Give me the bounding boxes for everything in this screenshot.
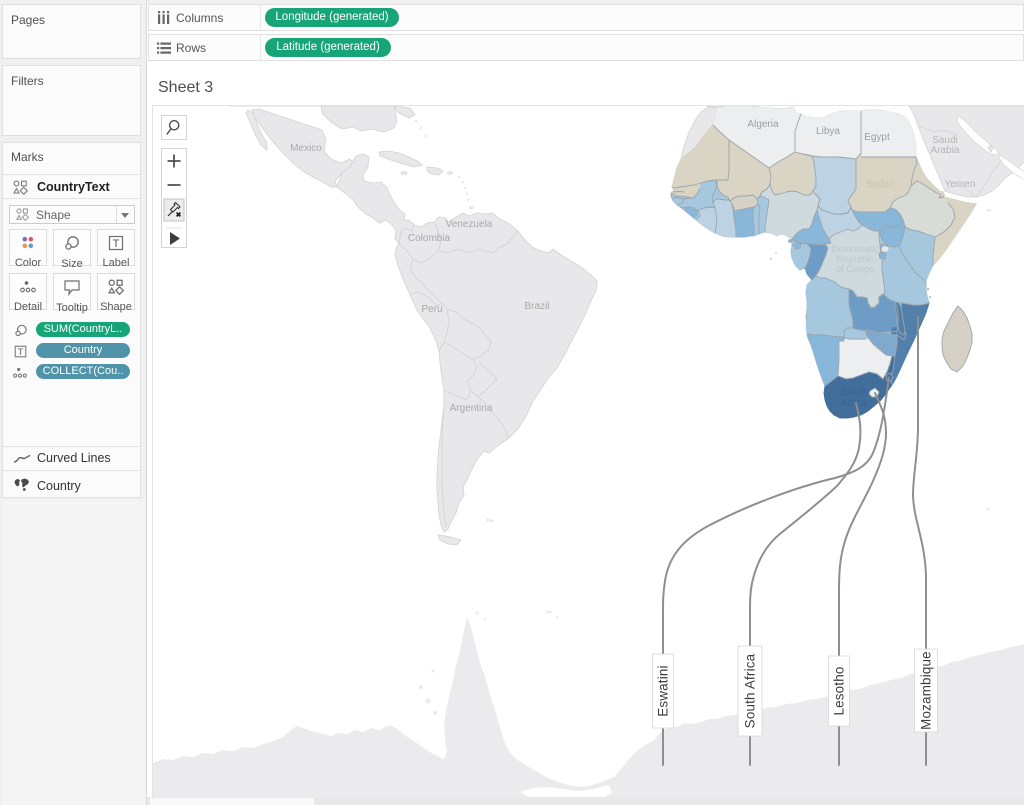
svg-text:Algeria: Algeria xyxy=(747,119,779,130)
svg-text:Venezuela: Venezuela xyxy=(446,219,493,230)
svg-text:Peru: Peru xyxy=(421,304,442,315)
svg-text:Saudi: Saudi xyxy=(932,135,958,146)
svg-text:Mexico: Mexico xyxy=(290,143,322,154)
svg-text:Republic: Republic xyxy=(837,254,874,265)
svg-text:Libya: Libya xyxy=(816,126,840,137)
svg-text:South: South xyxy=(841,387,867,398)
svg-text:Democratic: Democratic xyxy=(831,244,879,255)
svg-text:Eswatini: Eswatini xyxy=(656,665,671,716)
svg-text:Argentina: Argentina xyxy=(450,403,493,414)
svg-text:Lesotho: Lesotho xyxy=(832,666,847,715)
svg-text:South Africa: South Africa xyxy=(743,653,758,728)
svg-text:Africa: Africa xyxy=(841,398,867,409)
svg-text:of Congo: of Congo xyxy=(836,264,875,275)
svg-text:T: T xyxy=(113,238,120,250)
svg-text:Colombia: Colombia xyxy=(408,233,451,244)
svg-text:Arabia: Arabia xyxy=(931,145,960,156)
svg-text:Yemen: Yemen xyxy=(945,179,976,190)
svg-text:Sudan: Sudan xyxy=(866,179,895,190)
svg-text:Egypt: Egypt xyxy=(864,132,890,143)
svg-text:Brazil: Brazil xyxy=(524,301,549,312)
svg-text:Mozambique: Mozambique xyxy=(919,651,934,730)
svg-text:T: T xyxy=(18,347,24,357)
